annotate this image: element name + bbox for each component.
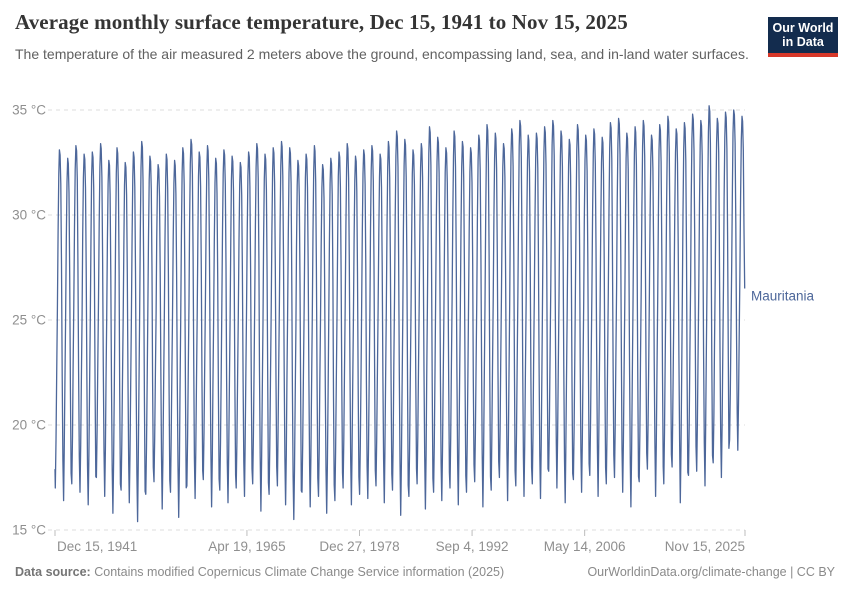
x-axis-label: Apr 19, 1965 [208,539,285,554]
x-axis-label: May 14, 2006 [544,539,626,554]
attribution-link[interactable]: OurWorldinData.org/climate-change | CC B… [587,565,835,579]
y-axis-label-30: 30 °C [12,208,46,223]
owid-logo-line1: Our World [772,21,834,35]
chart-footer: Data source: Contains modified Copernicu… [15,565,835,579]
y-axis-label-35: 35 °C [12,103,46,118]
owid-logo-line2: in Data [782,35,824,50]
y-axis-label-15: 15 °C [12,523,46,538]
page-title: Average monthly surface temperature, Dec… [15,10,628,34]
y-axis-label-25: 25 °C [12,313,46,328]
x-axis-label: Dec 27, 1978 [319,539,399,554]
mauritania-temperature-line [54,105,746,523]
y-axis-label-20: 20 °C [12,418,46,433]
x-axis-label: Sep 4, 1992 [436,539,509,554]
data-source-note: Data source: Contains modified Copernicu… [15,565,504,579]
x-axis-label: Dec 15, 1941 [57,539,137,554]
entity-label: Mauritania [751,289,815,304]
chart-subtitle: The temperature of the air measured 2 me… [15,46,749,62]
data-source-label: Data source: [15,565,91,579]
data-source-text: Contains modified Copernicus Climate Cha… [94,565,505,579]
owid-logo[interactable]: Our World in Data [768,17,838,57]
x-axis-label: Nov 15, 2025 [665,539,745,554]
chart-canvas: 35 °C 30 °C 25 °C 20 °C 15 °C Dec 15, 1941 Apr… [12,103,815,555]
